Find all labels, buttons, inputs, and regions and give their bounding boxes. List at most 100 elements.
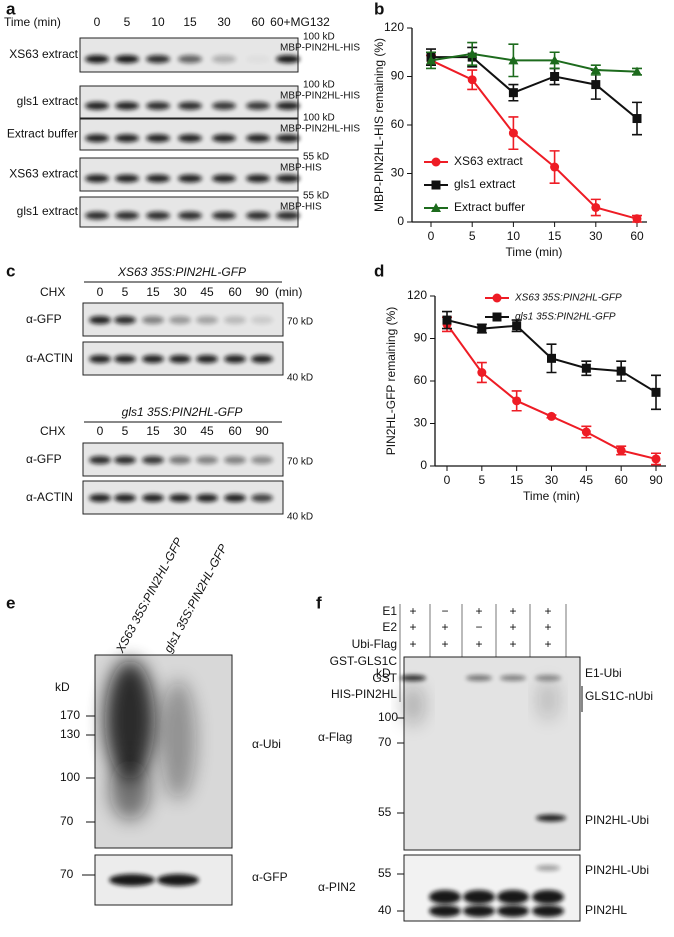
band bbox=[114, 494, 136, 502]
band bbox=[429, 890, 461, 904]
band-label: PIN2HL-Ubi bbox=[585, 863, 649, 877]
x-tick-label: 15 bbox=[510, 473, 524, 487]
band bbox=[466, 675, 492, 681]
band bbox=[196, 456, 218, 464]
mw-marker: 55 bbox=[378, 866, 392, 880]
lane-label: 90 bbox=[255, 285, 269, 299]
band bbox=[115, 55, 139, 64]
band-label: E1-Ubi bbox=[585, 666, 622, 680]
band bbox=[115, 134, 139, 143]
data-point bbox=[591, 80, 601, 90]
protein-label: MBP-PIN2HL-HIS bbox=[280, 91, 360, 102]
antibody-label: α-Flag bbox=[318, 730, 352, 744]
data-point bbox=[550, 72, 560, 81]
band bbox=[146, 134, 170, 143]
lane-label: 30 bbox=[173, 285, 187, 299]
data-point bbox=[467, 48, 478, 58]
band bbox=[536, 814, 566, 822]
band bbox=[169, 316, 191, 324]
band bbox=[246, 134, 270, 143]
mw-marker: 40 bbox=[378, 903, 392, 917]
lane-label: 5 bbox=[124, 15, 131, 29]
row-label: GST bbox=[372, 671, 397, 685]
band bbox=[114, 355, 136, 363]
sign: + bbox=[509, 620, 516, 634]
data-point bbox=[549, 55, 560, 65]
size-marker: 40 kD bbox=[287, 512, 313, 523]
protein-label: MBP-HIS bbox=[280, 202, 322, 213]
sign: + bbox=[509, 637, 516, 651]
band bbox=[212, 134, 236, 143]
lane-label: 15 bbox=[146, 424, 160, 438]
data-point bbox=[581, 363, 591, 373]
x-tick-label: 30 bbox=[589, 229, 603, 243]
band bbox=[497, 905, 529, 917]
sign: + bbox=[544, 637, 551, 651]
y-tick-label: 90 bbox=[391, 69, 405, 83]
row-label: Ubi-Flag bbox=[352, 637, 397, 651]
lane-label: 0 bbox=[97, 285, 104, 299]
treatment-label: CHX bbox=[40, 424, 65, 438]
data-point bbox=[426, 55, 436, 65]
lane-label: 5 bbox=[122, 424, 129, 438]
y-tick-label: 120 bbox=[384, 20, 404, 34]
band bbox=[142, 456, 164, 464]
data-point bbox=[591, 202, 601, 212]
data-point bbox=[508, 55, 519, 65]
band bbox=[115, 174, 139, 183]
band bbox=[160, 680, 196, 800]
kd-label: kD bbox=[55, 680, 70, 694]
band bbox=[196, 355, 218, 363]
mw-marker: 100 bbox=[378, 710, 398, 724]
antibody-label: α-Ubi bbox=[252, 737, 281, 751]
legend-label: gls1 extract bbox=[454, 177, 516, 191]
data-point bbox=[477, 324, 487, 334]
unit-label: (min) bbox=[275, 285, 302, 299]
legend-marker bbox=[431, 157, 441, 167]
y-tick-label: 120 bbox=[407, 288, 427, 302]
data-point bbox=[616, 366, 626, 376]
legend-marker bbox=[492, 312, 502, 322]
legend-label: gls1 35S:PIN2HL-GFP bbox=[515, 312, 616, 323]
band bbox=[535, 675, 561, 681]
band bbox=[178, 134, 202, 143]
size-marker: 100 kD bbox=[303, 113, 335, 124]
lane-label: 60 bbox=[228, 424, 242, 438]
band bbox=[114, 316, 136, 324]
band bbox=[400, 675, 426, 681]
lane-label: 10 bbox=[151, 15, 165, 29]
row-label: gls1 extract bbox=[17, 204, 79, 218]
band bbox=[178, 211, 202, 220]
y-tick-label: 0 bbox=[397, 214, 404, 228]
row-label: α-GFP bbox=[26, 312, 62, 326]
treatment-label: CHX bbox=[40, 285, 65, 299]
band bbox=[251, 355, 273, 363]
data-point bbox=[590, 65, 601, 75]
lane-label: 15 bbox=[183, 15, 197, 29]
band-label: GLS1C-nUbi bbox=[585, 689, 653, 703]
data-point bbox=[512, 321, 522, 331]
antibody-label: α-PIN2 bbox=[318, 880, 356, 894]
size-marker: 70 kD bbox=[287, 457, 313, 468]
band bbox=[169, 456, 191, 464]
row-label: α-ACTIN bbox=[26, 490, 73, 504]
panel-label: c bbox=[6, 261, 15, 280]
size-marker: 70 kD bbox=[287, 317, 313, 328]
data-point bbox=[547, 411, 556, 421]
x-tick-label: 60 bbox=[614, 473, 628, 487]
size-marker: 55 kD bbox=[303, 191, 329, 202]
mw-marker: 70 bbox=[60, 814, 74, 828]
y-tick-label: 30 bbox=[391, 166, 405, 180]
x-tick-label: 0 bbox=[428, 229, 435, 243]
data-point bbox=[477, 368, 487, 377]
mw-marker: 55 bbox=[378, 805, 392, 819]
mw-marker: 170 bbox=[60, 708, 80, 722]
row-label: α-GFP bbox=[26, 452, 62, 466]
row-label: Extract buffer bbox=[7, 127, 78, 141]
data-point bbox=[616, 445, 626, 455]
band bbox=[89, 456, 111, 464]
lane-label: 90 bbox=[255, 424, 269, 438]
x-tick-label: 10 bbox=[507, 229, 521, 243]
protein-label: MBP-HIS bbox=[280, 163, 322, 174]
sign: + bbox=[409, 637, 416, 651]
